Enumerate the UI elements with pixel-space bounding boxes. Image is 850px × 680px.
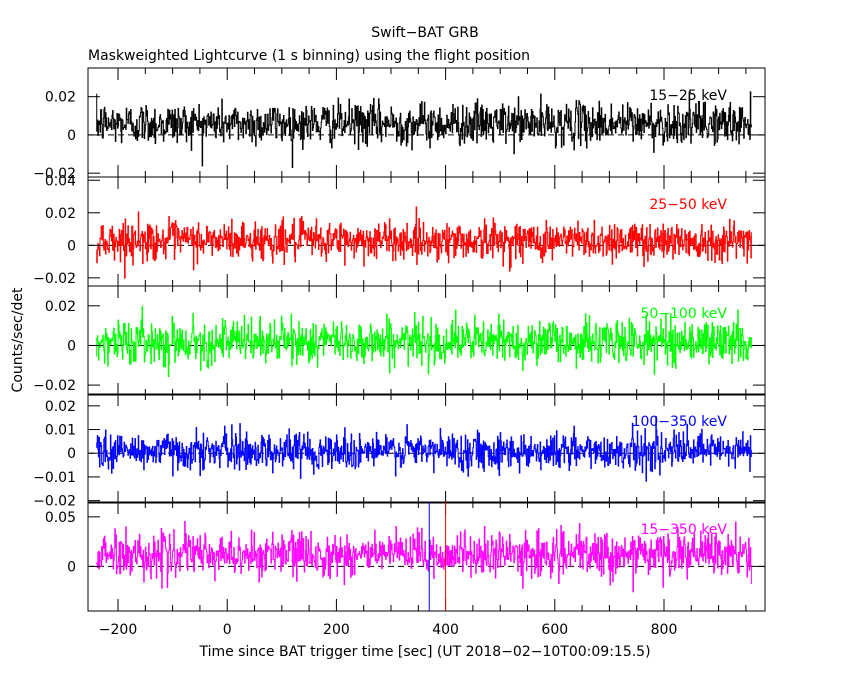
y-axis-label: Counts/sec/det bbox=[10, 287, 26, 392]
chart-title: Swift−BAT GRB bbox=[371, 25, 478, 41]
panel-3: 50−100 keV −0.02 0 0.02 bbox=[33, 285, 766, 396]
x-tick-label: 600 bbox=[541, 622, 568, 638]
series-line bbox=[96, 206, 752, 279]
y-tick-label: 0.01 bbox=[45, 423, 76, 439]
panel-5: 15−350 keV 0 0.05 bbox=[45, 501, 766, 612]
x-axis: −200 0 200 400 600 800 bbox=[99, 622, 678, 638]
x-tick-label: −200 bbox=[99, 622, 137, 638]
series-line bbox=[96, 416, 752, 482]
y-tick-label: 0 bbox=[67, 238, 76, 254]
panel-2: 25−50 keV −0.02 0 0.02 0.04 bbox=[33, 173, 766, 287]
y-tick-label: 0.02 bbox=[45, 299, 76, 315]
series-line bbox=[96, 306, 752, 378]
y-tick-label: 0.04 bbox=[45, 173, 76, 189]
panel-frame bbox=[87, 285, 766, 396]
chart-subtitle: Maskweighted Lightcurve (1 s binning) us… bbox=[88, 48, 530, 64]
panel-label: 15−350 keV bbox=[640, 522, 727, 538]
y-tick-label: 0.02 bbox=[45, 399, 76, 415]
y-tick-label: 0 bbox=[67, 128, 76, 144]
y-tick-label: 0 bbox=[67, 338, 76, 354]
x-tick-label: 0 bbox=[223, 622, 232, 638]
panel-frame bbox=[87, 501, 766, 612]
series-line bbox=[96, 91, 752, 169]
y-tick-label: 0.05 bbox=[45, 510, 76, 526]
y-tick-label: −0.02 bbox=[33, 166, 76, 182]
y-tick-label: −0.02 bbox=[33, 378, 76, 394]
y-tick-label: −0.01 bbox=[33, 470, 76, 486]
panels-group: 15−25 keV −0.02 0 0.02 25−50 keV −0.02 0 0.02 0.… bbox=[33, 67, 766, 612]
y-tick-label: 0 bbox=[67, 559, 76, 575]
panel-frame bbox=[87, 393, 766, 504]
panel-label: 15−25 keV bbox=[649, 88, 727, 104]
y-tick-label: 0.02 bbox=[45, 90, 76, 106]
y-tick-label: 0 bbox=[67, 446, 76, 462]
y-tick-label: −0.02 bbox=[33, 494, 76, 510]
x-axis-label: Time since BAT trigger time [sec] (UT 20… bbox=[198, 644, 650, 660]
y-tick-label: 0.02 bbox=[45, 206, 76, 222]
x-tick-label: 200 bbox=[323, 622, 350, 638]
x-tick-label: 800 bbox=[651, 622, 678, 638]
panel-label: 100−350 keV bbox=[632, 414, 728, 430]
panel-label: 25−50 keV bbox=[649, 197, 727, 213]
panel-4: 100−350 keV −0.02 −0.01 0 0.01 0.02 bbox=[33, 393, 766, 510]
panel-label: 50−100 keV bbox=[640, 306, 727, 322]
x-tick-label: 400 bbox=[432, 622, 459, 638]
y-tick-label: −0.02 bbox=[33, 271, 76, 287]
series-line bbox=[96, 520, 752, 593]
panel-1: 15−25 keV −0.02 0 0.02 bbox=[33, 67, 766, 182]
